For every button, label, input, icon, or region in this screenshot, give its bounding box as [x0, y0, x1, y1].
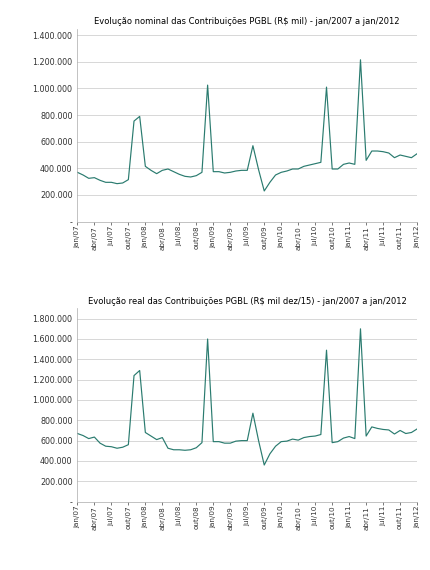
Title: Evolução real das Contribuições PGBL (R$ mil dez/15) - jan/2007 a jan/2012: Evolução real das Contribuições PGBL (R$…	[88, 298, 407, 306]
Title: Evolução nominal das Contribuições PGBL (R$ mil) - jan/2007 a jan/2012: Evolução nominal das Contribuições PGBL …	[95, 17, 400, 26]
